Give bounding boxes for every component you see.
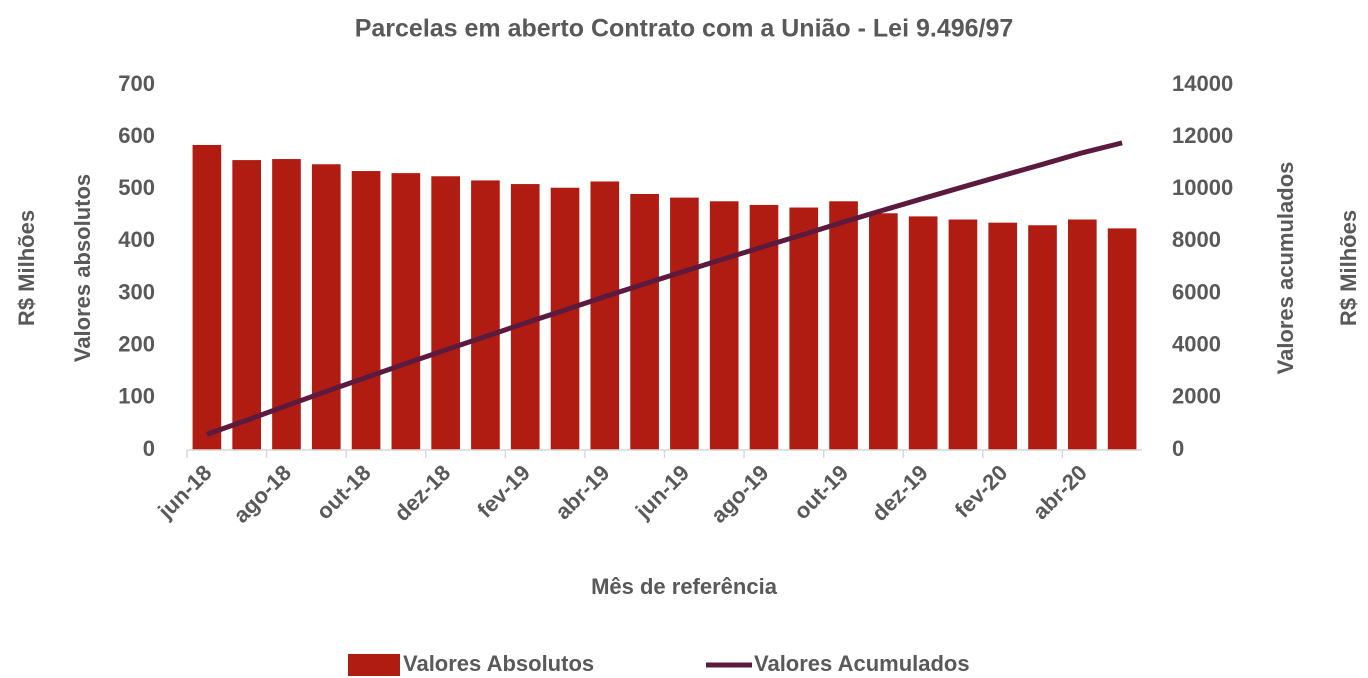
x-tick-label: out-18 [311, 460, 375, 524]
y-tick-label: 200 [118, 332, 155, 357]
bar [988, 222, 1018, 450]
y2-tick-label: 6000 [1172, 279, 1221, 304]
bar [948, 219, 978, 450]
y2-tick-label: 12000 [1172, 123, 1233, 148]
legend-label: Valores Absolutos [403, 651, 594, 676]
y-axis-title: Valores absolutos [70, 174, 95, 362]
bar [510, 184, 540, 451]
y-tick-label: 400 [118, 227, 155, 252]
x-tick-label: fev-19 [472, 460, 535, 523]
y2-tick-label: 0 [1172, 436, 1184, 461]
bar [630, 193, 659, 450]
line [206, 140, 1123, 437]
y2-axis-outer-title: R$ Milhões [1336, 210, 1361, 326]
x-tick-label: abr-19 [550, 460, 614, 524]
bar [550, 187, 580, 450]
bar [829, 201, 858, 450]
y-tick-label: 600 [118, 123, 155, 148]
y2-tick-label: 4000 [1172, 332, 1221, 357]
x-tick-label: jun-18 [152, 460, 216, 524]
bar [1107, 228, 1137, 450]
legend-label: Valores Acumulados [754, 651, 970, 676]
x-tick-label: abr-20 [1028, 460, 1092, 524]
x-tick-label: dez-18 [389, 460, 455, 526]
bar [391, 173, 421, 450]
bar [590, 181, 620, 450]
bar [789, 207, 819, 450]
legend-swatch [348, 654, 400, 676]
bar [431, 176, 460, 450]
y-tick-label: 500 [118, 175, 155, 200]
x-tick-label: fev-20 [950, 460, 1013, 523]
x-axis-title: Mês de referência [591, 574, 778, 599]
x-tick-label: ago-19 [706, 460, 774, 528]
bar [869, 213, 898, 450]
bar [311, 164, 341, 450]
bar [670, 197, 699, 450]
chart-title: Parcelas em aberto Contrato com a União … [355, 15, 1014, 43]
y-axis-outer-title: R$ Milhões [14, 210, 39, 326]
y2-tick-label: 14000 [1172, 71, 1233, 96]
bar [908, 216, 938, 450]
y-tick-label: 0 [143, 436, 155, 461]
bar [709, 201, 739, 450]
y-tick-label: 700 [118, 71, 155, 96]
x-tick-label: out-19 [789, 460, 853, 524]
x-tick-label: ago-18 [228, 460, 296, 528]
x-tick-label: jun-19 [630, 460, 694, 524]
y2-tick-label: 8000 [1172, 227, 1221, 252]
bar [471, 180, 500, 450]
y2-axis-title: Valores acumulados [1273, 162, 1298, 375]
bar [351, 171, 381, 451]
bar [192, 144, 222, 450]
y2-tick-label: 2000 [1172, 384, 1221, 409]
y2-tick-label: 10000 [1172, 175, 1233, 200]
bar [232, 160, 262, 451]
bar [1067, 219, 1097, 450]
bar [1028, 225, 1057, 450]
y-tick-label: 300 [118, 279, 155, 304]
y-tick-label: 100 [118, 384, 155, 409]
x-tick-label: dez-19 [867, 460, 933, 526]
